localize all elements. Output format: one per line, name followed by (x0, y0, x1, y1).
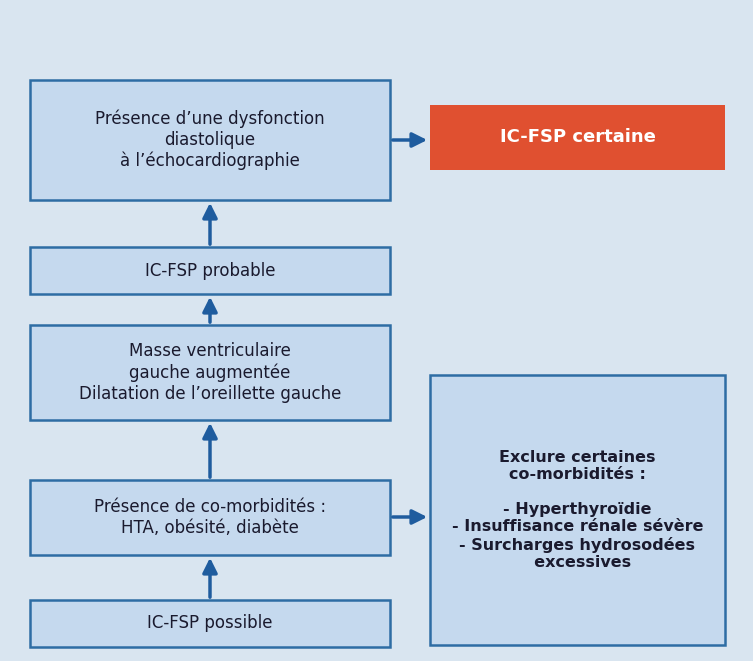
FancyBboxPatch shape (30, 600, 390, 647)
Text: IC-FSP probable: IC-FSP probable (145, 262, 276, 280)
Text: Présence d’une dysfonction
diastolique
à l’échocardiographie: Présence d’une dysfonction diastolique à… (95, 110, 325, 171)
Text: Exclure certaines
co-morbidités :

- Hyperthyroïdie
- Insuffisance rénale sévère: Exclure certaines co-morbidités : - Hype… (452, 449, 703, 570)
FancyBboxPatch shape (30, 325, 390, 420)
Text: Présence de co-morbidités :
HTA, obésité, diabète: Présence de co-morbidités : HTA, obésité… (94, 498, 326, 537)
FancyBboxPatch shape (430, 105, 725, 170)
FancyBboxPatch shape (30, 480, 390, 555)
FancyBboxPatch shape (30, 247, 390, 294)
Text: Masse ventriculaire
gauche augmentée
Dilatation de l’oreillette gauche: Masse ventriculaire gauche augmentée Dil… (79, 342, 341, 403)
FancyBboxPatch shape (430, 375, 725, 645)
Text: IC-FSP possible: IC-FSP possible (148, 615, 273, 633)
FancyBboxPatch shape (30, 80, 390, 200)
Text: IC-FSP certaine: IC-FSP certaine (499, 128, 655, 147)
